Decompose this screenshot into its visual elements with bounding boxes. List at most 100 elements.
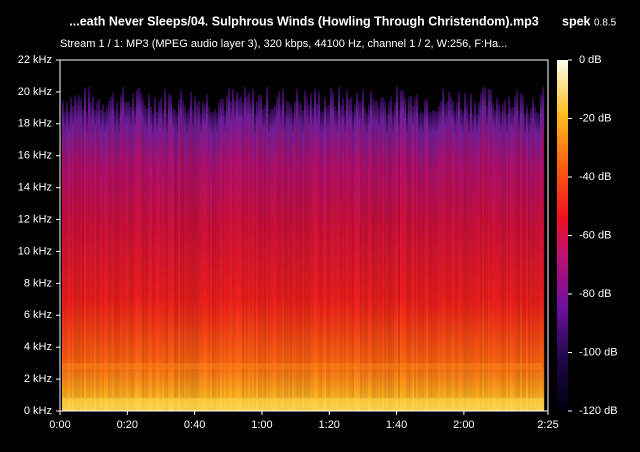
x-tick-label: 1:40 [386,419,407,431]
spectrum-column [164,88,167,411]
spectrum-column [496,97,499,412]
spectrum-column [322,110,325,411]
app-version: 0.8.5 [594,18,617,29]
spectrum-column [412,105,415,411]
spectrum-column [344,110,347,412]
spectrum-column [480,92,483,411]
spectrum-column [194,96,197,412]
spectrum-column [292,112,295,412]
spectrum-column [308,104,311,411]
spectrum-column [494,109,497,411]
spectrum-column [484,87,487,411]
spectrum-column [456,102,459,412]
spectrum-column [506,114,509,411]
spectrum-column [76,99,79,411]
spectrum-column [332,91,335,411]
spectrum-column [156,111,159,411]
spectrum-column [526,105,529,411]
spectrum-column [202,101,205,411]
spectrum-column [66,101,69,411]
spectrum-column [122,86,125,412]
plot-frame [59,59,549,412]
spectrum-column [128,101,131,412]
spectrum-column [390,96,393,411]
spectrum-column [468,114,471,411]
spectrum-column [96,101,99,411]
spectrum-column [124,101,127,412]
spectrum-column [402,89,405,412]
spectrum-column [216,113,219,411]
spectrum-column [84,87,87,411]
spectrum-column [62,100,65,412]
spectrum-column [384,100,387,411]
spectrum-column [116,101,119,412]
spectrum-column [448,91,451,411]
spectrum-column [422,112,425,411]
spectrum-column [386,114,389,411]
spectrum-column [186,112,189,411]
spectrum-column [222,99,225,411]
stream-info: Stream 1 / 1: MP3 (MPEG audio layer 3), … [60,38,507,50]
spectrum-column [500,111,503,412]
spectrum-column [414,97,417,412]
spectrum-column [316,103,319,412]
spectrum-column [180,90,183,411]
spectrum-column [94,109,97,411]
spectrum-column [278,90,281,411]
spectrum-column [326,106,329,411]
spectrum-column [148,94,151,412]
spectrum-column [178,98,181,412]
spectrum-column [324,97,327,412]
spectrum-column [296,88,299,411]
spectrum-column [184,106,187,411]
spectrum-column [328,105,331,412]
spectrum-column [532,96,535,411]
spectrum-column [70,97,73,412]
spectrum-column [378,107,381,411]
spectrum-column [396,86,399,411]
spectrum-column [466,102,469,411]
y-tick-label: 12 kHz [18,213,52,225]
x-tick-label: 2:25 [537,419,558,431]
spectrum-column [224,110,227,411]
spectrum-column [436,111,439,411]
app-name: spek [562,14,591,28]
spectrum-column [434,111,437,411]
spectrum-column [312,107,315,411]
spectrum-column [450,96,453,411]
spectrum-column [424,99,427,411]
spectrum-column [88,86,91,412]
spectrum-column [166,113,169,411]
colorbar-tick-label: -100 dB [579,346,618,358]
spectrum-column [542,86,545,411]
spectrum-column [478,101,481,411]
spectrum-column [78,94,81,411]
spectrum-column [108,100,111,412]
spectrum-column [182,100,185,411]
spectrum-column [358,101,361,411]
y-tick-label: 0 kHz [24,405,52,417]
spectrum-column [90,102,93,411]
spectrum-column [204,104,207,411]
spectrum-column [158,101,161,411]
colorbar [557,60,568,411]
y-tick-label: 14 kHz [18,182,52,194]
spectrum-column [284,111,287,411]
spectrum-column [80,98,83,412]
spectrum-column [470,93,473,411]
spectrum-column [98,98,101,411]
spectrum-column [112,92,115,411]
spectrum-column [144,104,147,411]
spectrum-column [392,111,395,411]
spectrum-column [264,105,267,411]
spectrum-column [154,97,157,412]
spectrum-column [198,100,201,412]
x-tick-label: 0:40 [184,419,205,431]
spectrum-column [266,86,269,412]
spectrum-column [306,98,309,411]
spectrum-column [314,88,317,411]
colorbar-tick-label: -80 dB [579,288,611,300]
spectrum-column [176,111,179,411]
spectrum-column [446,100,449,412]
